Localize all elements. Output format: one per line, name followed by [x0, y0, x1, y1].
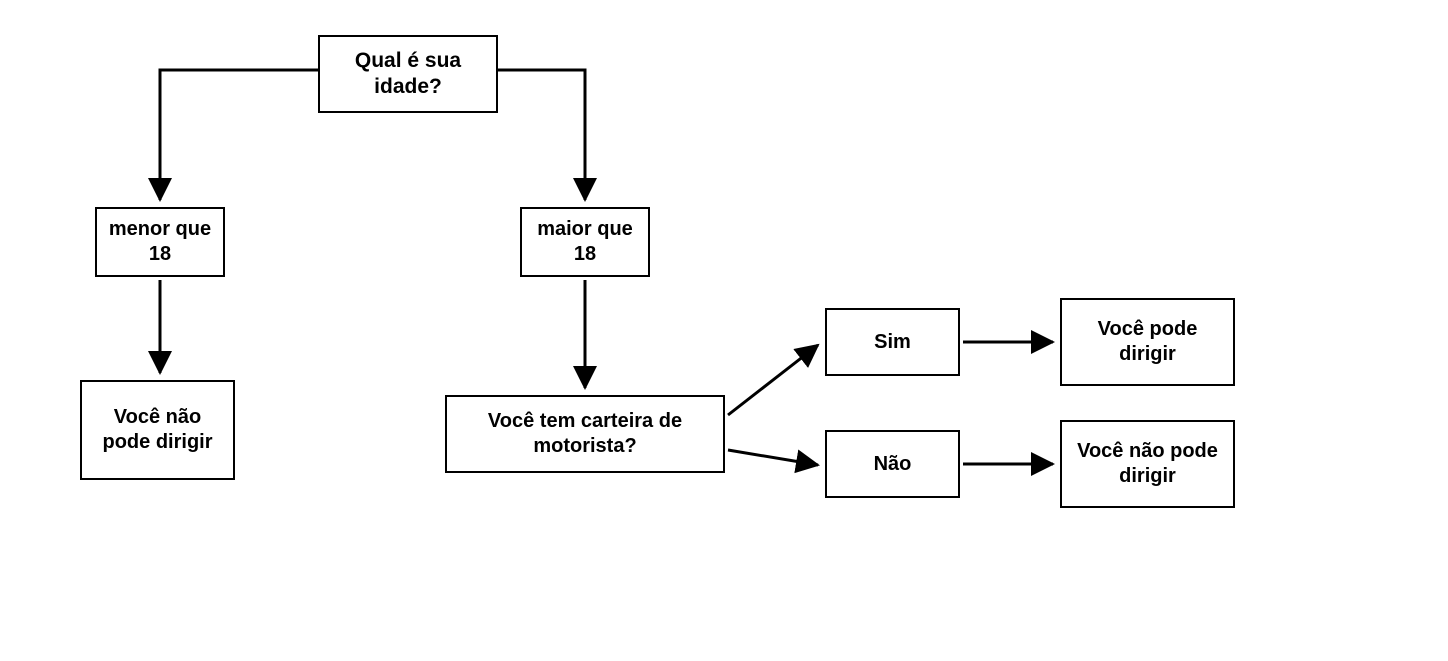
node-label: Você não pode dirigir — [92, 405, 223, 455]
node-question-license: Você tem carteira de motorista? — [445, 395, 725, 473]
edge-q_age-to-gt18 — [498, 70, 585, 200]
node-gt18: maior que 18 — [520, 207, 650, 277]
node-label: menor que 18 — [107, 217, 213, 267]
node-label: Não — [874, 452, 912, 477]
edge-q_license-to-yes — [728, 345, 818, 415]
node-label: Sim — [874, 330, 911, 355]
node-label: maior que 18 — [532, 217, 638, 267]
node-yes: Sim — [825, 308, 960, 376]
node-question-age: Qual é sua idade? — [318, 35, 498, 113]
node-label: Você pode dirigir — [1072, 317, 1223, 367]
edge-q_license-to-no — [728, 450, 818, 465]
node-cannot-drive-1: Você não pode dirigir — [80, 380, 235, 480]
node-label: Você tem carteira de motorista? — [457, 409, 713, 459]
node-label: Você não pode dirigir — [1072, 439, 1223, 489]
node-no: Não — [825, 430, 960, 498]
node-cannot-drive-2: Você não pode dirigir — [1060, 420, 1235, 508]
node-lt18: menor que 18 — [95, 207, 225, 277]
node-can-drive: Você pode dirigir — [1060, 298, 1235, 386]
flowchart-canvas: Qual é sua idade? menor que 18 maior que… — [0, 0, 1448, 661]
node-label: Qual é sua idade? — [330, 48, 486, 101]
edge-q_age-to-lt18 — [160, 70, 318, 200]
